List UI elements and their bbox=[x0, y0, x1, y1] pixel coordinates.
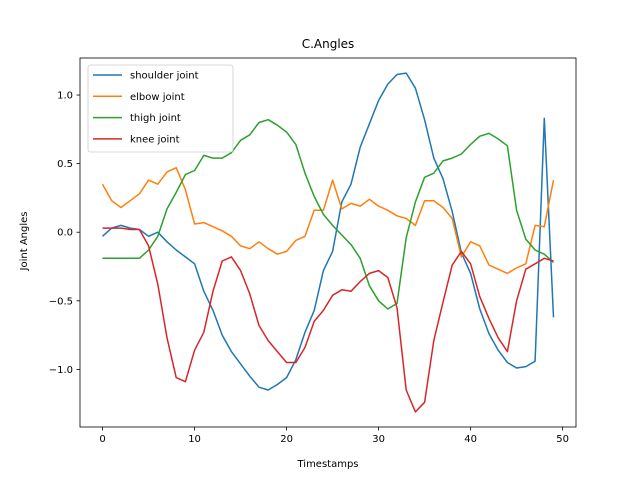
legend-label: thigh joint bbox=[130, 113, 181, 124]
series-line-shoulder-joint bbox=[102, 72, 555, 391]
chart-title: C.Angles bbox=[302, 37, 355, 51]
y-tick-label: −1.0 bbox=[49, 365, 73, 376]
plot-lines bbox=[101, 72, 555, 413]
x-tick-label: 0 bbox=[99, 434, 105, 445]
series-line-thigh-joint bbox=[102, 118, 554, 310]
x-tick-label: 50 bbox=[556, 434, 569, 445]
legend-label: shoulder joint bbox=[130, 71, 199, 82]
y-tick-label: 1.0 bbox=[57, 91, 73, 102]
x-axis: 0 10 20 30 40 50 bbox=[99, 427, 569, 445]
y-tick-label: 0.5 bbox=[57, 159, 73, 170]
x-axis-label: Timestamps bbox=[296, 459, 358, 470]
legend-label: elbow joint bbox=[130, 92, 185, 103]
x-tick-label: 20 bbox=[280, 434, 293, 445]
series-line-knee-joint bbox=[102, 227, 554, 413]
x-tick-label: 30 bbox=[372, 434, 385, 445]
y-tick-label: −0.5 bbox=[49, 296, 73, 307]
series-line-elbow-joint bbox=[101, 166, 555, 275]
y-axis-label: Joint Angles bbox=[19, 212, 30, 272]
legend-label: knee joint bbox=[130, 134, 180, 145]
legend-box bbox=[87, 64, 234, 153]
legend: shoulder joint elbow joint thigh joint knee… bbox=[87, 64, 234, 153]
plot-frame bbox=[79, 57, 577, 428]
y-axis: −1.0 −0.5 0.0 0.5 1.0 bbox=[49, 91, 80, 376]
x-tick-label: 40 bbox=[464, 434, 477, 445]
y-tick-label: 0.0 bbox=[57, 228, 73, 239]
x-tick-label: 10 bbox=[188, 434, 201, 445]
